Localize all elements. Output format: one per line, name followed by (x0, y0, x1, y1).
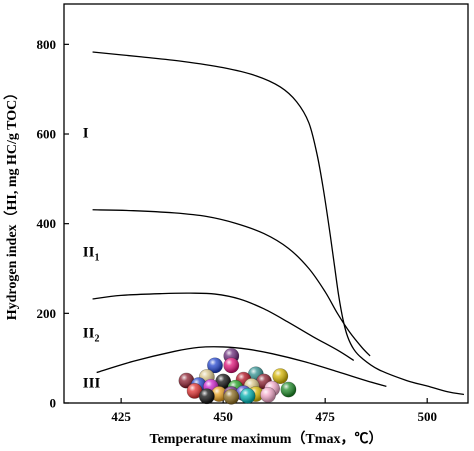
x-tick-label: 425 (111, 409, 131, 424)
sample-point-shine (207, 357, 223, 373)
kerogen-type-subscript: 1 (94, 252, 99, 263)
kerogen-type-main: II (83, 244, 95, 260)
boundary-curve-3 (92, 292, 355, 361)
sample-point-shine (223, 357, 239, 373)
sample-point (223, 388, 240, 405)
y-tick-label: 400 (37, 216, 57, 231)
sample-point-shine (280, 381, 297, 398)
x-tick-label: 450 (213, 409, 233, 424)
sample-point (280, 381, 297, 398)
hi-tmax-boundary-lines (92, 51, 465, 396)
y-axis-ticks: 0 200 400 600 800 (37, 37, 69, 411)
kerogen-type-label: III (83, 375, 101, 391)
boundary-curve-2 (92, 209, 371, 357)
kerogen-type-subscript: 2 (94, 334, 99, 345)
sample-point-shine (272, 368, 288, 384)
sample-point-shine (178, 372, 195, 389)
kerogen-type-label: II2 (83, 326, 100, 345)
x-tick-label: 500 (417, 409, 437, 424)
sample-point (198, 388, 215, 405)
sample-point (272, 368, 289, 385)
x-tick-label: 475 (315, 409, 335, 424)
sample-point-shine (240, 388, 256, 404)
sample-point-shine (186, 383, 203, 399)
sample-point-shine (215, 373, 231, 390)
sample-point (207, 357, 223, 374)
y-tick-label: 200 (37, 306, 57, 321)
kerogen-type-main: III (83, 375, 101, 391)
kerogen-type-label: I (83, 126, 89, 142)
sample-point (260, 387, 276, 403)
y-tick-label: 600 (37, 127, 57, 142)
x-axis-label: Temperature maximum（Tmax，℃） (150, 431, 383, 447)
sample-point-shine (211, 386, 227, 402)
sample-point (223, 357, 240, 374)
kerogen-type-label: II1 (83, 244, 100, 263)
kerogen-type-main: I (83, 126, 89, 142)
plot-frame (63, 3, 469, 404)
sample-point (239, 387, 256, 404)
y-tick-label: 0 (50, 396, 57, 411)
boundary-curve-4 (96, 346, 387, 388)
kerogen-type-main: II (83, 326, 95, 342)
sample-point (215, 373, 232, 390)
sample-point (186, 382, 203, 399)
sample-scatter-points (178, 348, 297, 405)
boundary-curve-1 (92, 51, 465, 396)
sample-point-shine (223, 389, 239, 405)
sample-point-shine (199, 388, 215, 404)
sample-point-shine (260, 387, 276, 403)
x-axis-ticks: 425 450 475 500 (111, 398, 437, 424)
y-axis-label: Hydrogen index（HI, mg HC/g TOC） (4, 86, 20, 321)
y-tick-label: 800 (37, 37, 57, 52)
